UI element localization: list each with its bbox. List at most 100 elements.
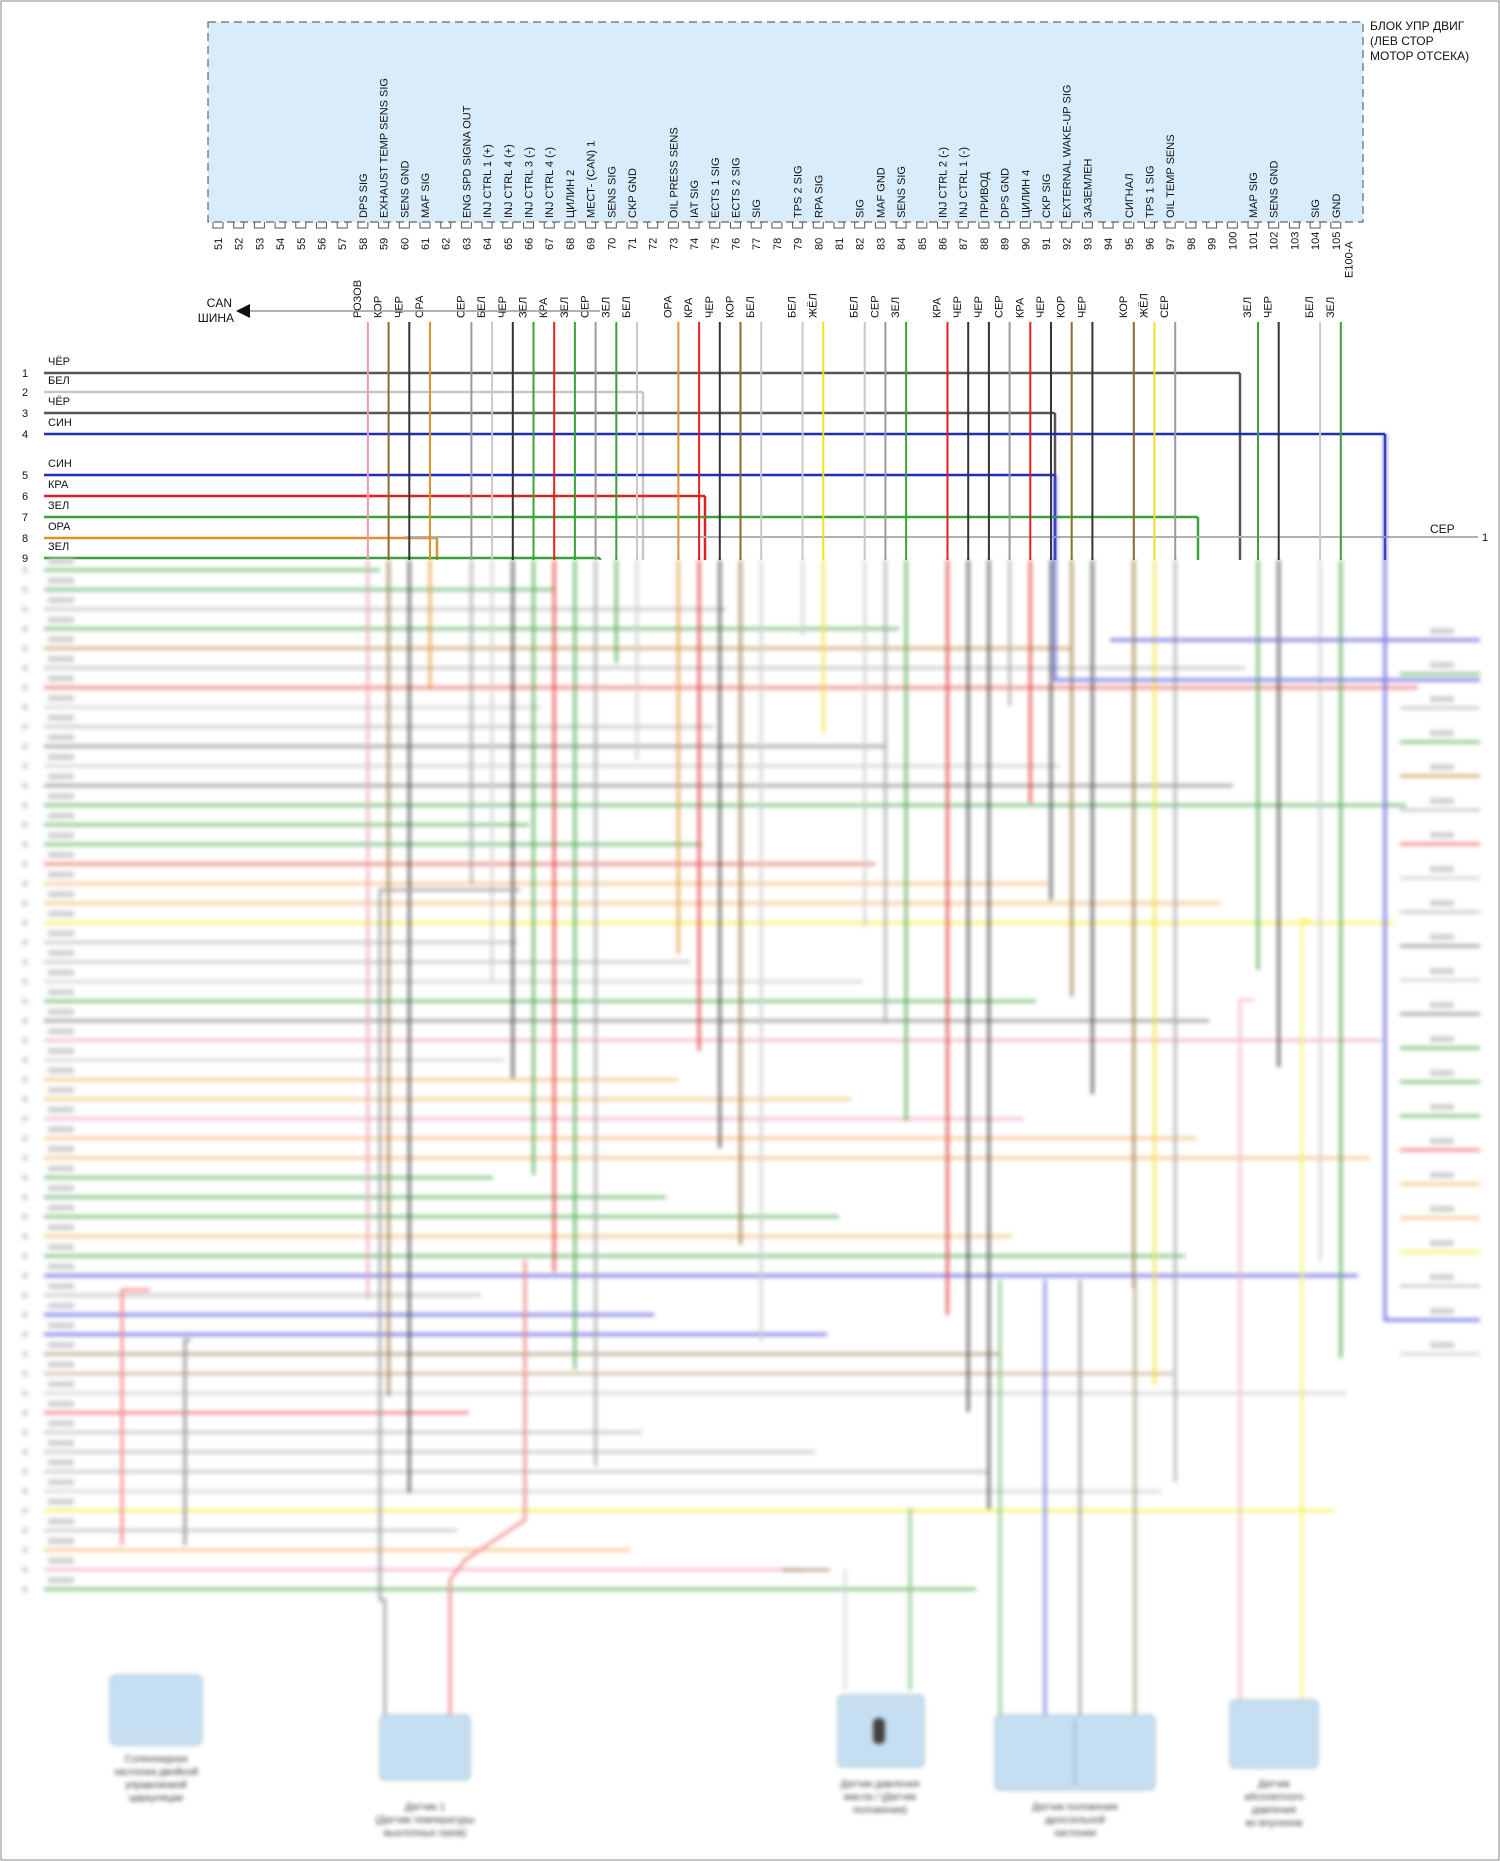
pin-socket-icon	[999, 222, 1011, 229]
pin-number: 78	[772, 238, 784, 250]
pin-wire-color-label: ЧЕР	[1035, 296, 1047, 318]
pin-socket-icon	[585, 222, 597, 229]
lower-wire-verticals	[366, 434, 1480, 1509]
lower-row-number	[22, 1037, 28, 1044]
pin-socket-icon	[647, 222, 659, 229]
component-3-caption-2: масла / (Датчик	[844, 1792, 917, 1803]
component-5-caption-4: во впускном	[1246, 1818, 1303, 1829]
pin-signal-label: INJ CTRL 1 (+)	[482, 144, 494, 218]
right-stub-label	[1430, 1342, 1454, 1348]
pin-number: 67	[544, 238, 556, 250]
pin-socket-icon	[916, 222, 928, 229]
lower-row-label	[48, 1146, 74, 1152]
lower-row-label	[48, 754, 74, 760]
lower-row-label	[48, 1538, 74, 1544]
pin-number: 100	[1227, 232, 1239, 250]
lower-row-number	[22, 1174, 28, 1181]
pin-socket-icon	[750, 222, 762, 229]
lower-row-number	[22, 1488, 28, 1495]
lower-row-number	[22, 1096, 28, 1103]
pin-socket-icon	[523, 222, 534, 229]
right-line-label: СЕР	[1430, 522, 1455, 536]
pin-signal-label: TPS 1 SIG	[1145, 165, 1157, 218]
lower-row-number	[22, 763, 28, 769]
lower-row-number	[22, 625, 28, 632]
lower-row-label	[48, 773, 74, 780]
lower-row-label	[48, 793, 74, 800]
pin-number: 94	[1103, 238, 1115, 250]
pin-signal-label: INJ CTRL 3 (-)	[524, 147, 536, 218]
connector-label: E100-A	[1344, 241, 1356, 278]
pin-socket-icon	[1164, 222, 1176, 229]
pin-wire-color-label: КРА	[932, 297, 944, 318]
lower-row-label	[48, 812, 74, 819]
right-harness-line: СЕР 1	[405, 522, 1488, 544]
pin-number: 80	[813, 238, 825, 250]
pin-number: 58	[358, 238, 370, 250]
pin-signal-label: OIL PRESS SENS	[668, 127, 680, 218]
pin-wire-color-label: ЧЕР	[1263, 296, 1275, 318]
lower-row-number	[22, 1586, 28, 1593]
left-line-number: 3	[22, 408, 28, 420]
component-2: Датчик 1 (Датчик температуры выхлопных г…	[375, 888, 527, 1839]
pin-socket-icon	[357, 222, 369, 229]
lower-row-number	[22, 1233, 28, 1240]
pin-socket-icon	[1040, 222, 1052, 229]
ecu-block: БЛОК УПР ДВИГ (ЛЕВ СТОР МОТОР ОТСЕКА) 51…	[207, 19, 1469, 318]
pin-number: 77	[751, 238, 763, 250]
pin-wire-color-label: БЕЛ	[621, 296, 633, 318]
lower-row-label	[48, 1008, 74, 1015]
pin-wire-color-label: БЕЛ	[787, 296, 799, 318]
right-stub-label	[1430, 900, 1454, 906]
right-stub-label	[1430, 1240, 1454, 1246]
right-stub-label	[1430, 696, 1454, 702]
lower-row-number	[22, 1135, 28, 1142]
pin-socket-icon	[792, 222, 804, 229]
lower-row-label	[48, 1244, 74, 1250]
right-stub-label	[1430, 1036, 1454, 1042]
pin-wire-color-label: ОРА	[414, 295, 426, 318]
pin-signal-label: EXTERNAL WAKE-UP SIG	[1062, 85, 1074, 218]
pin-number: 73	[668, 238, 680, 250]
pin-wire-color-label: ЖЁЛ	[807, 293, 819, 318]
lower-row-label	[48, 1322, 74, 1329]
pin-socket-icon	[316, 222, 327, 229]
lower-row-number	[22, 1527, 28, 1534]
pin-socket-icon	[1288, 222, 1300, 229]
right-stub-label	[1430, 968, 1454, 974]
right-stub-label	[1430, 628, 1454, 634]
pin-number: 102	[1269, 232, 1281, 250]
pin-number: 101	[1248, 232, 1260, 250]
lower-row-number	[22, 1076, 28, 1083]
right-stub-label	[1430, 1308, 1454, 1314]
pin-number: 86	[938, 238, 950, 250]
pin-wire-color-label: БЕЛ	[476, 296, 488, 318]
component-2-caption-2: (Датчик температуры	[375, 1815, 474, 1826]
lower-row-label	[48, 577, 74, 584]
pin-socket-icon	[771, 222, 783, 229]
component-1-caption-4: циркуляции	[129, 1793, 183, 1804]
lower-row-number	[22, 723, 28, 730]
right-stub-label	[1430, 1104, 1454, 1110]
pin-signal-label: TPS 2 SIG	[793, 165, 805, 218]
pin-signal-label: SIG	[1310, 199, 1322, 218]
pin-socket-icon	[1144, 222, 1155, 229]
pin-wire-color-label: ЗЕЛ	[518, 297, 530, 318]
pin-socket-icon	[481, 222, 493, 229]
lower-row-number	[22, 919, 28, 926]
pin-socket-icon	[730, 222, 741, 229]
pin-signal-label: CKP SIG	[1041, 174, 1053, 218]
left-line-label: ОРА	[48, 521, 71, 533]
pin-socket-icon	[626, 222, 638, 229]
left-line-label: ЧЁР	[48, 356, 70, 368]
component-5-caption-3: давления	[1252, 1805, 1296, 1816]
pin-number: 92	[1062, 238, 1074, 250]
pin-wire-color-label: ЧЕР	[973, 296, 985, 318]
pin-wire-color-label: СЕР	[869, 295, 881, 318]
lower-row-label	[48, 1479, 74, 1486]
lower-wire-rows	[22, 558, 1480, 1593]
pin-socket-icon	[274, 222, 286, 229]
component-3-caption-3: положения)	[853, 1805, 907, 1816]
ecu-title-line-2: (ЛЕВ СТОР	[1370, 34, 1434, 48]
lower-row-label	[48, 989, 74, 996]
